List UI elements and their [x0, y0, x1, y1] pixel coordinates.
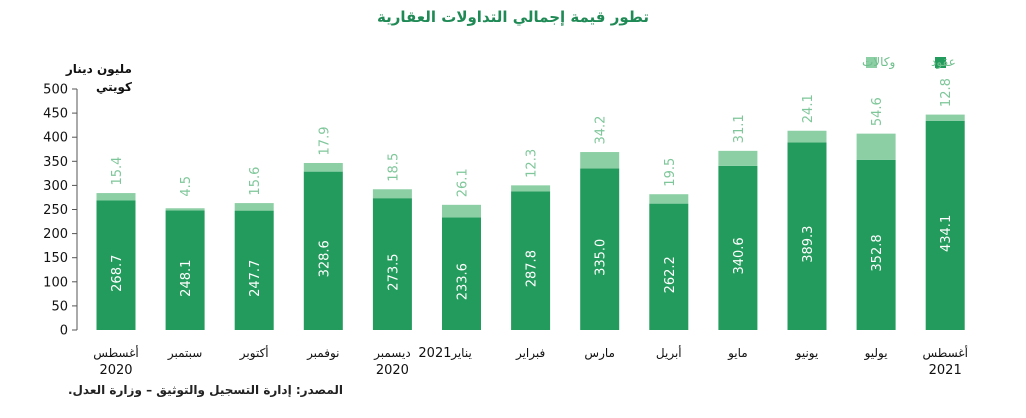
- x-category-label: يونيو: [795, 346, 819, 361]
- y-tick-label: 300: [43, 179, 68, 194]
- y-tick-label: 150: [43, 251, 68, 266]
- x-category-label: يناير: [450, 346, 472, 361]
- data-label-contracts: 233.6: [456, 263, 471, 300]
- legend-swatch-contracts: [935, 57, 946, 68]
- data-label-agencies: 4.5: [179, 176, 194, 197]
- data-label-contracts: 273.5: [386, 253, 401, 290]
- bar-contracts: [580, 168, 620, 330]
- data-label-contracts: 340.6: [732, 237, 747, 274]
- data-label-contracts: 247.7: [248, 260, 263, 297]
- data-label-contracts: 352.8: [870, 234, 885, 271]
- legend-label-contracts: عقود: [931, 55, 956, 70]
- bar-agencies: [925, 114, 965, 121]
- bar-agencies: [303, 162, 343, 172]
- data-label-agencies: 17.9: [317, 127, 332, 156]
- data-label-contracts: 268.7: [110, 255, 125, 292]
- data-label-agencies: 26.1: [456, 168, 471, 197]
- x-category-label: سبتمبر: [167, 346, 202, 361]
- y-tick-label: 350: [43, 155, 68, 170]
- data-label-contracts: 328.6: [317, 240, 332, 277]
- bar-agencies: [96, 193, 136, 201]
- data-label-agencies: 12.3: [525, 149, 540, 178]
- chart-title: تطور قيمة إجمالي التداولات العقارية: [376, 8, 650, 26]
- x-category-label: أغسطس: [922, 345, 967, 361]
- bar-contracts: [718, 165, 758, 330]
- data-label-contracts: 389.3: [801, 226, 816, 263]
- data-label-agencies: 34.2: [594, 116, 609, 145]
- x-year-label: 2021: [929, 363, 962, 378]
- x-category-label: أبريل: [656, 345, 682, 361]
- data-label-contracts: 434.1: [939, 215, 954, 252]
- bar-agencies: [372, 189, 412, 199]
- y-tick-label: 450: [43, 107, 68, 122]
- bar-contracts: [511, 191, 551, 330]
- legend-label-agencies: وكالات: [862, 55, 895, 70]
- bar-contracts: [925, 120, 965, 331]
- bar-agencies: [649, 194, 689, 204]
- data-label-contracts: 335.0: [594, 239, 609, 276]
- bar-contracts: [96, 200, 136, 330]
- x-year-label: 2020: [376, 363, 409, 378]
- y-tick-label: 50: [51, 299, 68, 314]
- data-label-agencies: 54.6: [870, 97, 885, 126]
- data-label-agencies: 31.1: [732, 114, 747, 143]
- bar-contracts: [303, 171, 343, 330]
- bar-agencies: [165, 208, 205, 211]
- bar-contracts: [372, 198, 412, 330]
- bar-agencies: [234, 203, 274, 211]
- x-category-label: مايو: [727, 346, 748, 361]
- bar-contracts: [165, 210, 205, 330]
- x-category-label: نوفمبر: [306, 346, 339, 361]
- data-label-contracts: 287.8: [525, 250, 540, 287]
- data-label-agencies: 18.5: [386, 153, 401, 182]
- y-tick-label: 500: [43, 83, 68, 98]
- source-note: المصدر: إدارة التسجيل والتوثيق – وزارة ا…: [67, 383, 343, 397]
- data-label-agencies: 19.5: [663, 158, 678, 187]
- x-year-label: 2021: [418, 346, 451, 361]
- y-axis-unit-label: مليون دينار كويتي: [65, 62, 132, 94]
- x-category-label: فبراير: [515, 346, 545, 361]
- y-tick-label: 200: [43, 227, 68, 242]
- data-label-agencies: 15.6: [248, 167, 263, 196]
- bar-agencies: [442, 204, 481, 218]
- data-label-contracts: 248.1: [179, 260, 194, 297]
- bar-agencies: [580, 152, 620, 169]
- data-label-agencies: 24.1: [801, 94, 816, 123]
- data-label-agencies: 15.4: [110, 157, 125, 186]
- data-label-agencies: 12.8: [939, 78, 954, 107]
- x-category-label: مارس: [584, 346, 615, 361]
- bar-contracts: [856, 159, 896, 330]
- bar-agencies: [856, 133, 896, 160]
- x-category-label: أكتوبر: [239, 345, 269, 361]
- bar-contracts: [787, 142, 827, 330]
- bar-agencies: [787, 130, 827, 143]
- y-tick-label: 100: [43, 275, 68, 290]
- x-year-label: 2020: [99, 363, 132, 378]
- x-category-label: أغسطس: [93, 345, 138, 361]
- bar-agencies: [718, 150, 758, 166]
- legend-swatch-agencies: [866, 57, 877, 68]
- bar-contracts: [442, 217, 481, 330]
- x-category-label: يوليو: [864, 346, 888, 361]
- y-tick-label: 400: [43, 131, 68, 146]
- bar-agencies: [511, 185, 551, 192]
- bar-contracts: [234, 210, 274, 330]
- y-tick-label: 250: [43, 203, 68, 218]
- y-tick-label: 0: [60, 324, 68, 339]
- x-category-label: ديسمبر: [373, 346, 411, 361]
- data-label-contracts: 262.2: [663, 256, 678, 293]
- bar-contracts: [649, 203, 689, 330]
